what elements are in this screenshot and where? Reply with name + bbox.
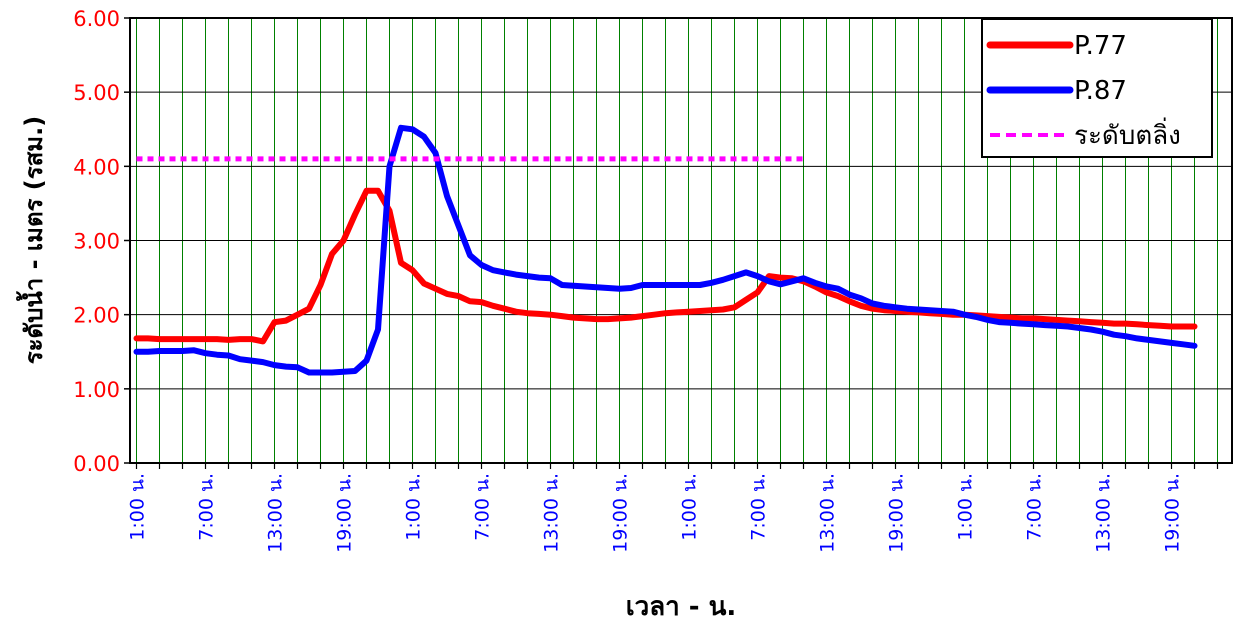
- x-tick-label: 13:00 น.: [541, 473, 563, 553]
- y-axis-label: ระดับน้ำ - เมตร (รสม.): [15, 116, 48, 364]
- x-tick-label: 1:00 น.: [955, 473, 977, 541]
- x-tick-label: 19:00 น.: [1162, 473, 1184, 553]
- legend-label-2: P.87: [1074, 76, 1127, 106]
- series-line-2: [133, 124, 1198, 376]
- x-tick-label: 7:00 น.: [472, 473, 494, 541]
- x-tick-label: 13:00 น.: [265, 473, 287, 553]
- legend-label-3: ระดับตลิ่ง: [1074, 117, 1181, 151]
- y-tick-label: 5.00: [73, 81, 120, 105]
- series-line-1: [133, 187, 1198, 345]
- y-tick-label: 1.00: [73, 378, 120, 402]
- x-tick-label: 19:00 น.: [334, 473, 356, 553]
- legend: P.77 P.87 ระดับตลิ่ง: [981, 18, 1213, 158]
- x-tick-label: 19:00 น.: [886, 473, 908, 553]
- x-tick-label: 1:00 น.: [403, 473, 425, 541]
- y-tick-label: 2.00: [73, 304, 120, 328]
- x-tick-label: 7:00 น.: [1024, 473, 1046, 541]
- x-tick-label: 1:00 น.: [127, 473, 149, 541]
- legend-label-1: P.77: [1074, 31, 1127, 61]
- x-tick-label: 13:00 น.: [817, 473, 839, 553]
- x-tick-label: 19:00 น.: [610, 473, 632, 553]
- x-tick-label: 1:00 น.: [679, 473, 701, 541]
- series-layer: [133, 124, 1198, 376]
- y-tick-label: 0.00: [73, 452, 120, 476]
- x-tick-label: 7:00 น.: [748, 473, 770, 541]
- y-tick-label: 3.00: [73, 230, 120, 254]
- x-tick-label: 13:00 น.: [1093, 473, 1115, 553]
- y-tick-label: 6.00: [73, 7, 120, 31]
- x-axis-label: เวลา - น.: [626, 592, 737, 622]
- y-tick-label: 4.00: [73, 155, 120, 179]
- x-axis: 1:00 น. 7:00 น. 13:00 น. 19:00 น. 1:00 น. 7:0…: [127, 463, 1219, 553]
- x-tick-label: 7:00 น.: [196, 473, 218, 541]
- y-axis: 0.00 1.00 2.00 3.00 4.00 5.00 6.00: [73, 7, 130, 476]
